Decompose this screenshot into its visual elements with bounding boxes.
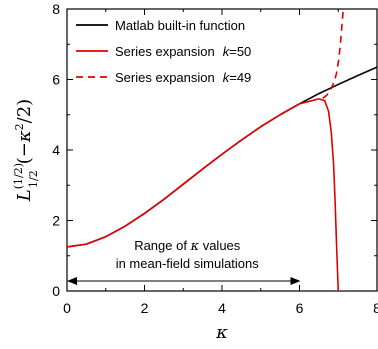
y-tick-label: 6 bbox=[52, 72, 60, 88]
annotation-prefix: Range of bbox=[134, 238, 190, 253]
annotation: Range of κ values in mean-field simulatio… bbox=[67, 238, 301, 285]
x-axis-label: κ bbox=[215, 322, 228, 343]
axis-labels: κ L(1/2) 1/2(−κ2/2) bbox=[12, 99, 228, 343]
x-tick-label: 4 bbox=[218, 300, 226, 316]
x-tick-label: 2 bbox=[141, 300, 149, 316]
y-axis-label-text: L(1/2) 1/2(−κ2/2) bbox=[12, 99, 40, 202]
series-line-2 bbox=[322, 9, 345, 99]
series-line-1 bbox=[67, 98, 340, 291]
x-tick-label: 8 bbox=[373, 300, 378, 316]
annotation-line-1: Range of κ values bbox=[134, 238, 241, 254]
x-tick-label: 0 bbox=[63, 300, 71, 316]
axes: 0 2 4 6 8 0 2 4 6 8 bbox=[52, 1, 378, 316]
legend: Matlab built-in function Series expansion… bbox=[76, 18, 251, 85]
legend-entry-1: Series expansion k=50 bbox=[115, 44, 251, 59]
legend-entry-0: Matlab built-in function bbox=[115, 18, 245, 33]
series-lines bbox=[67, 9, 377, 291]
annotation-suffix: values bbox=[199, 238, 241, 253]
legend-k-value: =49 bbox=[229, 70, 251, 85]
y-tick-label: 0 bbox=[52, 283, 60, 299]
legend-name: Series expansion bbox=[115, 44, 215, 59]
legend-k-symbol: k bbox=[223, 44, 231, 59]
annotation-symbol: κ bbox=[190, 239, 200, 254]
legend-k-value: =50 bbox=[229, 44, 251, 59]
y-axis-label: L(1/2) 1/2(−κ2/2) bbox=[12, 99, 40, 202]
y-tick-label: 8 bbox=[52, 1, 60, 17]
legend-name: Matlab built-in function bbox=[115, 18, 245, 33]
series-line-0 bbox=[67, 66, 377, 248]
legend-name: Series expansion bbox=[115, 70, 215, 85]
y-tick-label: 4 bbox=[52, 142, 60, 158]
y-tick-label: 2 bbox=[52, 213, 60, 229]
legend-entry-2: Series expansion k=49 bbox=[115, 70, 251, 85]
legend-k-symbol: k bbox=[223, 70, 231, 85]
x-tick-label: 6 bbox=[296, 300, 304, 316]
annotation-line-2: in mean-field simulations bbox=[116, 256, 260, 271]
